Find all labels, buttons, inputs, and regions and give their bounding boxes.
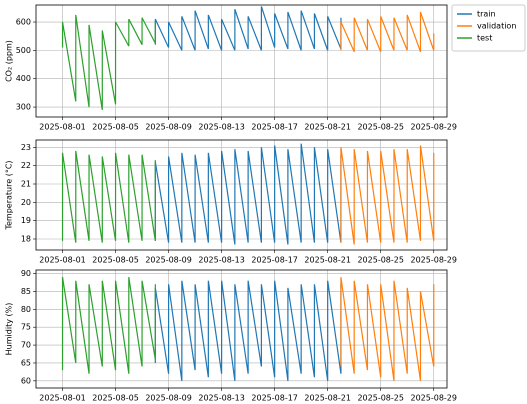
series-line — [340, 145, 435, 245]
x-tick-label: 2025-08-29 — [410, 256, 457, 265]
x-tick-label: 2025-08-21 — [304, 256, 351, 265]
legend-label: validation — [477, 22, 516, 31]
x-tick-label: 2025-08-25 — [357, 123, 404, 132]
series-line — [154, 6, 342, 51]
y-tick-label: 75 — [21, 323, 31, 332]
legend-label: train — [477, 10, 496, 19]
x-tick-label: 2025-08-09 — [145, 123, 192, 132]
y-tick-label: 60 — [21, 376, 31, 385]
axes-frame — [35, 269, 448, 389]
subplot: 2025-08-01 2025-08-05 2025-08-09 2025-08-13… — [5, 139, 457, 265]
x-tick-label: 2025-08-25 — [357, 394, 404, 403]
x-tick-label: 2025-08-13 — [198, 123, 245, 132]
y-axis-label: CO₂ (ppm) — [5, 40, 14, 82]
x-tick-label: 2025-08-13 — [198, 394, 245, 403]
x-tick-label: 2025-08-01 — [39, 256, 86, 265]
series-line — [61, 14, 156, 111]
y-tick-label: 19 — [21, 216, 31, 225]
y-tick-label: 65 — [21, 358, 31, 367]
y-tick-label: 85 — [21, 287, 31, 296]
y-tick-label: 23 — [21, 143, 31, 152]
series-line — [61, 150, 156, 243]
series-line — [154, 280, 342, 381]
x-tick-label: 2025-08-21 — [304, 123, 351, 132]
y-tick-label: 300 — [16, 103, 31, 112]
x-tick-label: 2025-08-17 — [251, 256, 298, 265]
y-axis-label: Humidity (%) — [5, 303, 14, 356]
series-line — [61, 277, 156, 374]
x-tick-label: 2025-08-09 — [145, 394, 192, 403]
series-line — [340, 11, 435, 53]
series-line — [340, 277, 435, 381]
y-tick-label: 70 — [21, 341, 31, 350]
x-tick-label: 2025-08-05 — [92, 123, 139, 132]
x-tick-label: 2025-08-01 — [39, 123, 86, 132]
x-tick-label: 2025-08-09 — [145, 256, 192, 265]
subplot: 2025-08-01 2025-08-05 2025-08-09 2025-08-13… — [5, 269, 457, 402]
y-tick-label: 600 — [16, 18, 31, 27]
x-tick-label: 2025-08-29 — [410, 123, 457, 132]
y-tick-label: 21 — [21, 180, 31, 189]
series-line — [154, 143, 342, 245]
x-tick-label: 2025-08-05 — [92, 256, 139, 265]
legend-label: test — [477, 34, 492, 43]
y-tick-label: 80 — [21, 305, 31, 314]
x-tick-label: 2025-08-29 — [410, 394, 457, 403]
axes-frame — [35, 139, 448, 251]
x-tick-label: 2025-08-05 — [92, 394, 139, 403]
legend-box — [451, 4, 526, 52]
subplot: 2025-08-01 2025-08-05 2025-08-09 2025-08-13… — [5, 4, 526, 132]
x-tick-label: 2025-08-17 — [251, 123, 298, 132]
x-tick-label: 2025-08-01 — [39, 394, 86, 403]
y-tick-label: 500 — [16, 46, 31, 55]
y-tick-label: 22 — [21, 161, 31, 170]
y-tick-label: 90 — [21, 269, 31, 278]
x-tick-label: 2025-08-25 — [357, 256, 404, 265]
y-axis-label: Temperature (°C) — [5, 160, 14, 230]
y-tick-label: 400 — [16, 74, 31, 83]
axes-frame — [35, 4, 448, 118]
x-tick-label: 2025-08-13 — [198, 256, 245, 265]
x-tick-label: 2025-08-21 — [304, 394, 351, 403]
y-tick-label: 18 — [21, 235, 31, 244]
x-tick-label: 2025-08-17 — [251, 394, 298, 403]
y-tick-label: 20 — [21, 198, 31, 207]
